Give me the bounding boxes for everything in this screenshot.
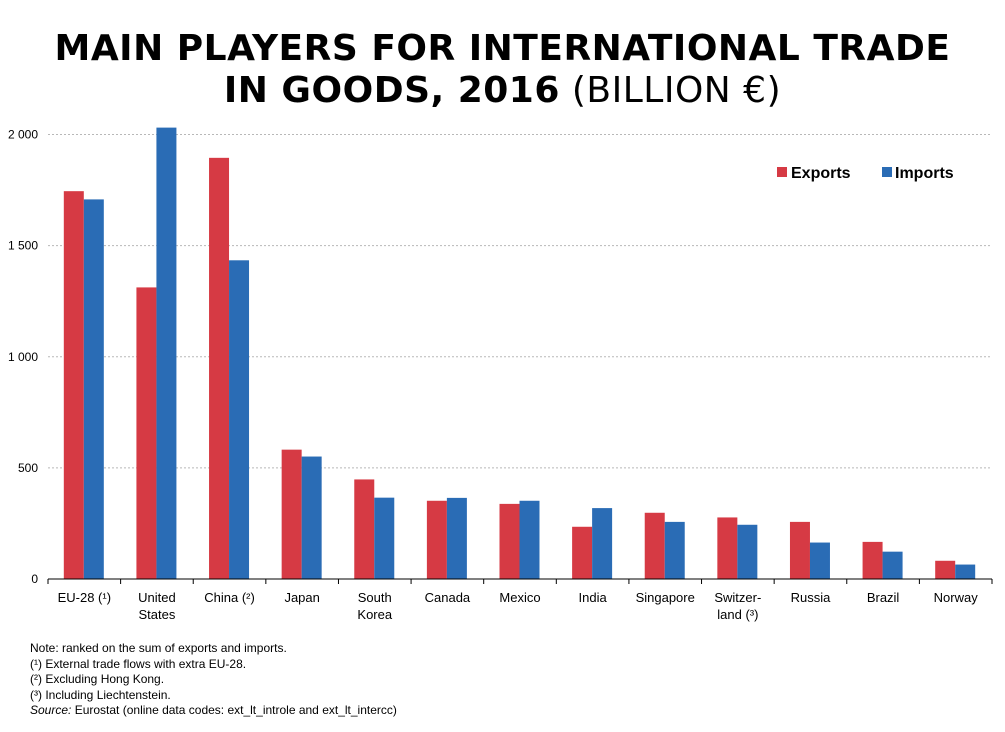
y-tick-label: 1 500 [8,239,38,253]
category-label: Mexico [499,590,540,605]
category-label: Norway [934,590,979,605]
category-label: EU-28 (¹) [58,590,111,605]
category-label: China (²) [204,590,255,605]
legend-label-imports: Imports [895,165,954,182]
category-label: Switzer- [714,590,761,605]
import-bar [737,524,758,579]
legend-swatch-imports [882,167,892,177]
y-tick-label: 500 [18,461,38,475]
import-bar [592,508,613,579]
y-tick-label: 0 [31,572,38,586]
category-label: Singapore [636,590,695,605]
export-bar [281,449,302,579]
import-bar [519,500,540,579]
category-label: Brazil [867,590,900,605]
title-unit: (BILLION €) [571,70,782,111]
legend-label-exports: Exports [791,165,851,182]
export-bar [209,157,230,579]
category-label: South [358,590,392,605]
category-label: United [138,590,176,605]
export-bar [789,521,810,579]
export-bar [935,560,956,579]
footnote-1: (¹) External trade flows with extra EU-2… [30,656,247,671]
import-bar [156,127,177,579]
chart-notes: Note: ranked on the sum of exports and i… [30,641,397,719]
y-tick-label: 2 000 [8,128,38,142]
source-line: Source: Eurostat (online data codes: ext… [30,703,397,719]
import-bar [83,199,104,579]
export-bar [354,479,375,579]
import-bar [882,551,903,579]
export-bar [136,287,157,579]
footnote-2: (²) Excluding Hong Kong. [30,672,165,686]
y-tick-label: 1 000 [8,350,38,364]
title-line-2: IN GOODS, 2016 [223,70,560,111]
export-bar [63,191,84,579]
title-line-1: MAIN PLAYERS FOR INTERNATIONAL TRADE [54,28,951,69]
chart-title: MAIN PLAYERS FOR INTERNATIONAL TRADE IN … [0,28,1005,112]
category-label: Korea [357,607,392,622]
export-bar [499,503,520,579]
import-bar [809,542,830,579]
legend-swatch-exports [777,167,787,177]
export-bar [717,517,738,579]
export-bar [426,500,447,579]
source-text: Eurostat (online data codes: ext_lt_intr… [74,703,397,717]
import-bar [446,497,467,579]
category-label: Canada [425,590,471,605]
footnote-3: (³) Including Liechtenstein. [30,687,171,702]
bar-chart: 0 500 1 000 1 500 2 000 EU-28 (¹) United States… [8,127,993,622]
import-bar [664,521,685,579]
import-bar [229,260,250,579]
category-label: States [138,607,175,622]
category-label: land (³) [717,607,758,622]
export-bar [644,512,665,579]
import-bar [301,456,322,579]
export-bar [862,541,883,579]
category-label: Japan [284,590,319,605]
category-label: Russia [791,590,832,605]
source-label: Source: [30,703,72,717]
export-bar [572,526,593,579]
import-bar [374,497,395,579]
category-label: India [579,590,608,605]
import-bar [955,564,976,579]
note-ranking: Note: ranked on the sum of exports and i… [30,641,287,655]
